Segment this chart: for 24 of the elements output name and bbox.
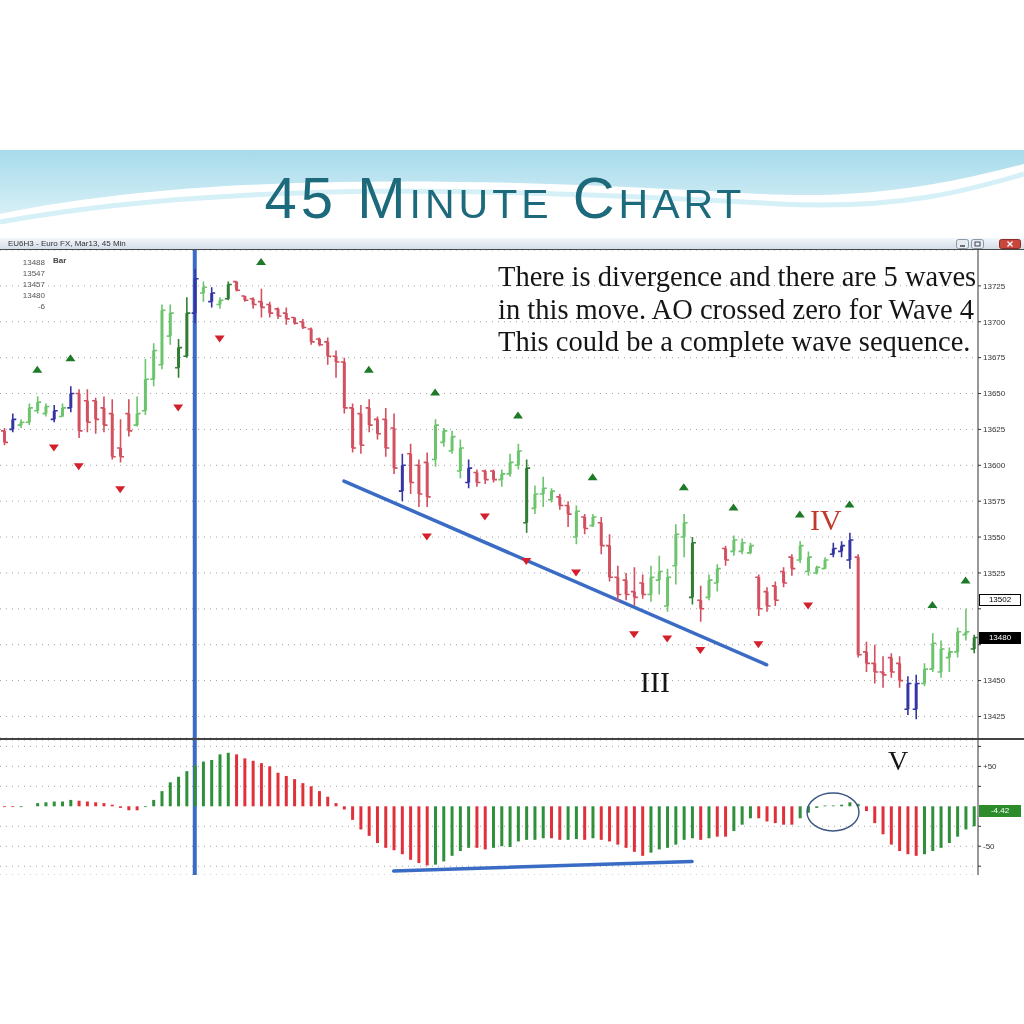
annotation: 13480 xyxy=(22,291,45,300)
annotation: Bar xyxy=(53,256,67,265)
y-tick-label: 13450 xyxy=(983,676,1006,686)
text: 13502 xyxy=(979,594,1021,606)
annotation: V xyxy=(888,745,909,776)
y-tick-label: 13575 xyxy=(983,497,1006,507)
annotation: III xyxy=(640,665,670,698)
annotation: There is divergence and there are 5 waves in this move. AO crossed zero for Wave 4 This could be a complete wave sequence. xyxy=(498,261,977,359)
y-tick-label: 13625 xyxy=(983,425,1006,435)
y-tick-label: +50 xyxy=(983,762,998,772)
annotation: IV xyxy=(810,503,842,536)
y-tick-label: 13525 xyxy=(983,568,1006,578)
text: 13480 xyxy=(988,633,1012,642)
y-tick-label: 13725 xyxy=(983,281,1006,291)
y-tick-label: 13425 xyxy=(983,712,1006,722)
y-tick-label: 13700 xyxy=(983,317,1006,327)
chart-title: 45 Minute Chart xyxy=(263,165,747,230)
text: -4.42 xyxy=(979,805,1021,817)
y-tick-label: 13600 xyxy=(983,461,1006,471)
y-tick-label: 13675 xyxy=(983,353,1006,363)
y-tick-label: -50 xyxy=(983,842,996,852)
chart-subtitle: EU6H3 - Euro FX, Mar13, 45 Min xyxy=(8,238,126,250)
y-tick-label: 13650 xyxy=(983,389,1006,399)
y-tick-label: 13550 xyxy=(983,532,1006,542)
